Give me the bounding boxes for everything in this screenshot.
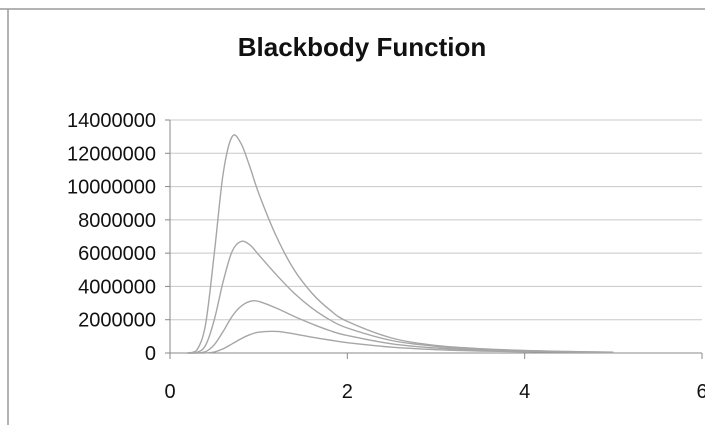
y-tick-label: 14000000 bbox=[67, 110, 156, 132]
series-line-4 bbox=[187, 330, 614, 354]
axes bbox=[165, 119, 703, 359]
x-tick-label: 0 bbox=[164, 381, 175, 403]
x-tick-label: 6 bbox=[696, 381, 705, 403]
chart-title: Blackbody Function bbox=[238, 32, 486, 62]
y-tick-label: 12000000 bbox=[67, 143, 156, 165]
x-tick-label: 4 bbox=[519, 381, 530, 403]
x-tick-label: 2 bbox=[342, 381, 353, 403]
tick-labels: 0 2000000 4000000 6000000 8000000 10000000 120… bbox=[67, 110, 705, 403]
y-tick-label: 8000000 bbox=[78, 210, 156, 232]
y-tick-label: 6000000 bbox=[78, 243, 156, 265]
y-tick-label: 2000000 bbox=[78, 310, 156, 332]
series-line-2 bbox=[187, 240, 614, 354]
series-lines bbox=[187, 134, 614, 354]
series-line-1 bbox=[187, 134, 614, 354]
gridlines bbox=[170, 119, 702, 321]
series-line-3 bbox=[187, 299, 614, 354]
y-tick-label: 10000000 bbox=[67, 177, 156, 199]
y-tick-label: 0 bbox=[145, 343, 156, 365]
y-tick-label: 4000000 bbox=[78, 276, 156, 298]
